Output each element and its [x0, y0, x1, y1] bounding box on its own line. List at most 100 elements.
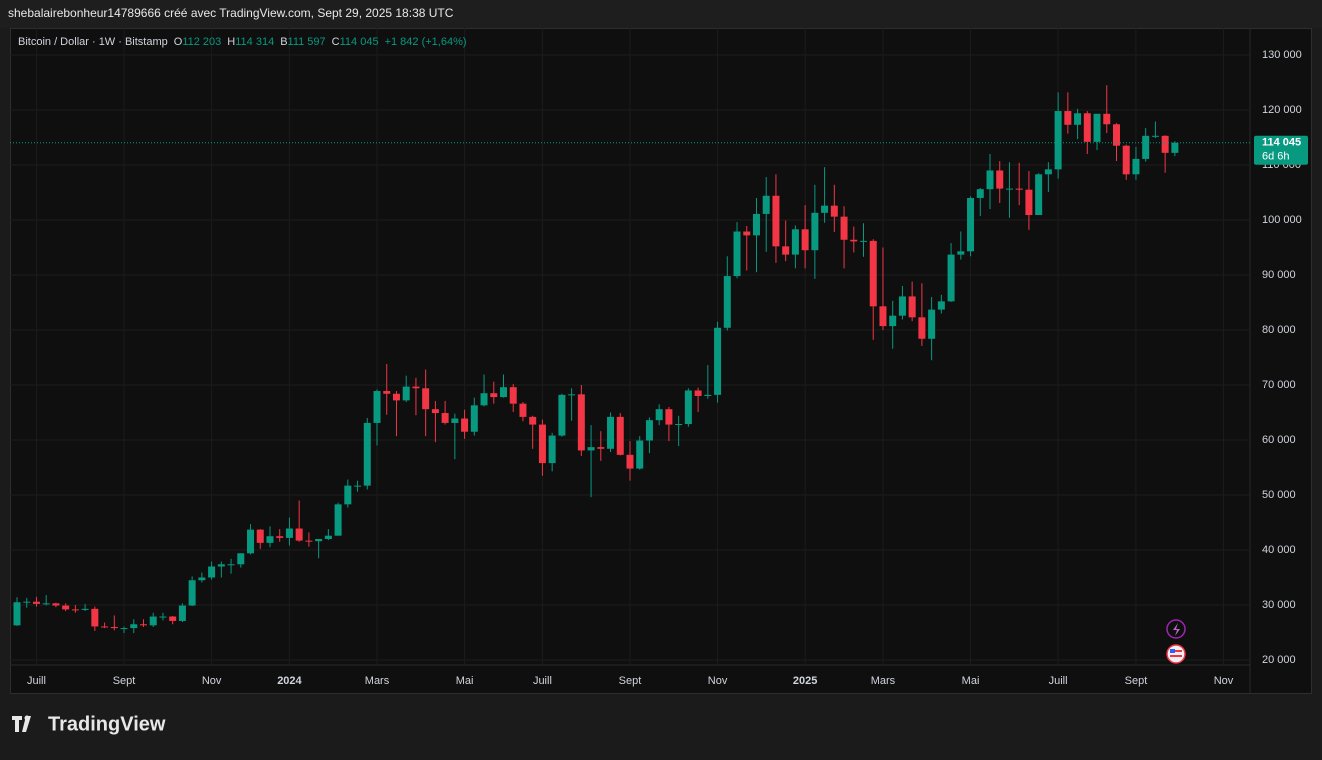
- legend-key: C: [332, 36, 340, 48]
- y-tick-label: 20 000: [1262, 654, 1296, 666]
- y-tick-label: 90 000: [1262, 269, 1296, 281]
- candle-body: [986, 170, 994, 190]
- candle-body: [1083, 113, 1091, 142]
- legend-value: 114 045: [340, 36, 379, 48]
- candle-body: [208, 566, 216, 578]
- y-tick-label: 120 000: [1262, 104, 1302, 116]
- candle-body: [840, 216, 848, 240]
- x-tick-label: Juill: [533, 675, 552, 687]
- candle-body: [694, 390, 702, 396]
- candle-body: [626, 454, 634, 469]
- candle-body: [772, 195, 780, 247]
- x-tick-label: Nov: [202, 675, 222, 687]
- x-tick-label: Mars: [365, 675, 390, 687]
- candle-body: [237, 553, 245, 565]
- header-text: shebalairebonheur14789666 créé avec Trad…: [8, 6, 454, 20]
- candle-body: [752, 213, 760, 236]
- candle-body: [500, 387, 507, 398]
- legend-value: 112 203: [182, 36, 221, 48]
- candle-body: [908, 296, 916, 318]
- candle-body: [266, 536, 274, 543]
- candle-body: [928, 309, 936, 339]
- candle-body: [1025, 189, 1033, 216]
- candle-body: [723, 276, 731, 328]
- candle-body: [714, 327, 722, 395]
- candle-body: [1074, 113, 1082, 125]
- candle-body: [169, 616, 177, 621]
- legend-change: +1 842 (+1,64%): [385, 36, 467, 48]
- legend-key: H: [227, 36, 235, 48]
- candle-body: [110, 626, 118, 629]
- event-icons: [1166, 619, 1186, 664]
- flag-stripe: [1170, 655, 1182, 657]
- candle-body: [1122, 145, 1130, 175]
- candle-body: [305, 540, 313, 542]
- candle-body: [62, 605, 70, 610]
- y-tick-label: 80 000: [1262, 324, 1296, 336]
- candle-body: [373, 391, 381, 423]
- candle-body: [32, 601, 40, 604]
- candle-body: [130, 624, 138, 629]
- candle-body: [743, 231, 751, 236]
- flag-stripe: [1170, 650, 1182, 652]
- candle-body: [675, 424, 683, 426]
- candle-body: [1054, 111, 1062, 170]
- lightning-glyph: [1173, 623, 1180, 636]
- x-tick-label: Nov: [708, 675, 728, 687]
- flag-canton: [1170, 649, 1175, 653]
- x-tick-label: Sept: [113, 675, 136, 687]
- candle-body: [285, 528, 293, 538]
- candle-body: [996, 170, 1004, 189]
- candle-body: [791, 229, 799, 255]
- candle-body: [519, 403, 527, 417]
- candle-body: [101, 626, 109, 628]
- x-tick-label: Juill: [27, 675, 46, 687]
- candle-body: [412, 386, 420, 389]
- y-tick-label: 70 000: [1262, 379, 1296, 391]
- x-tick-label: Sept: [619, 675, 642, 687]
- candle-body: [1093, 113, 1101, 142]
- legend-key: B: [280, 36, 287, 48]
- candle-body: [256, 529, 264, 543]
- candle-body: [976, 189, 984, 198]
- legend-symbol: Bitcoin / Dollar · 1W · Bitstamp: [18, 36, 168, 48]
- candle-body: [850, 239, 858, 242]
- candle-body: [509, 387, 517, 404]
- candle-body: [324, 535, 332, 539]
- candle-body: [139, 624, 147, 626]
- candle-body: [898, 296, 906, 316]
- candle-body: [461, 418, 469, 432]
- x-tick-label: Nov: [1214, 675, 1234, 687]
- candle-body: [120, 628, 128, 630]
- candle-body: [1151, 135, 1159, 137]
- candle-body: [1103, 113, 1111, 125]
- candle-body: [71, 609, 79, 611]
- candle-body: [188, 580, 196, 606]
- candle-body: [616, 416, 624, 455]
- candle-body: [392, 393, 400, 401]
- x-tick-label: Mai: [962, 675, 980, 687]
- candle-body: [81, 608, 89, 610]
- candle-body: [587, 447, 595, 451]
- candle-body: [821, 205, 829, 213]
- candle-body: [1112, 124, 1120, 146]
- x-tick-label: 2024: [277, 675, 302, 687]
- candle-body: [568, 394, 576, 396]
- candle-body: [441, 413, 449, 423]
- candle-body: [1044, 169, 1052, 175]
- candle-body: [178, 605, 186, 621]
- candle-body: [383, 391, 391, 394]
- legend-key: O: [174, 36, 183, 48]
- candle-body: [1142, 135, 1150, 159]
- candle-body: [947, 254, 955, 302]
- candle-body: [354, 485, 362, 487]
- y-tick-label: 50 000: [1262, 489, 1296, 501]
- logo-dot: [24, 715, 30, 721]
- y-tick-label: 130 000: [1262, 49, 1302, 61]
- candle-body: [830, 205, 838, 217]
- candle-body: [937, 301, 945, 310]
- candle-body: [538, 424, 546, 464]
- candle-body: [558, 394, 566, 436]
